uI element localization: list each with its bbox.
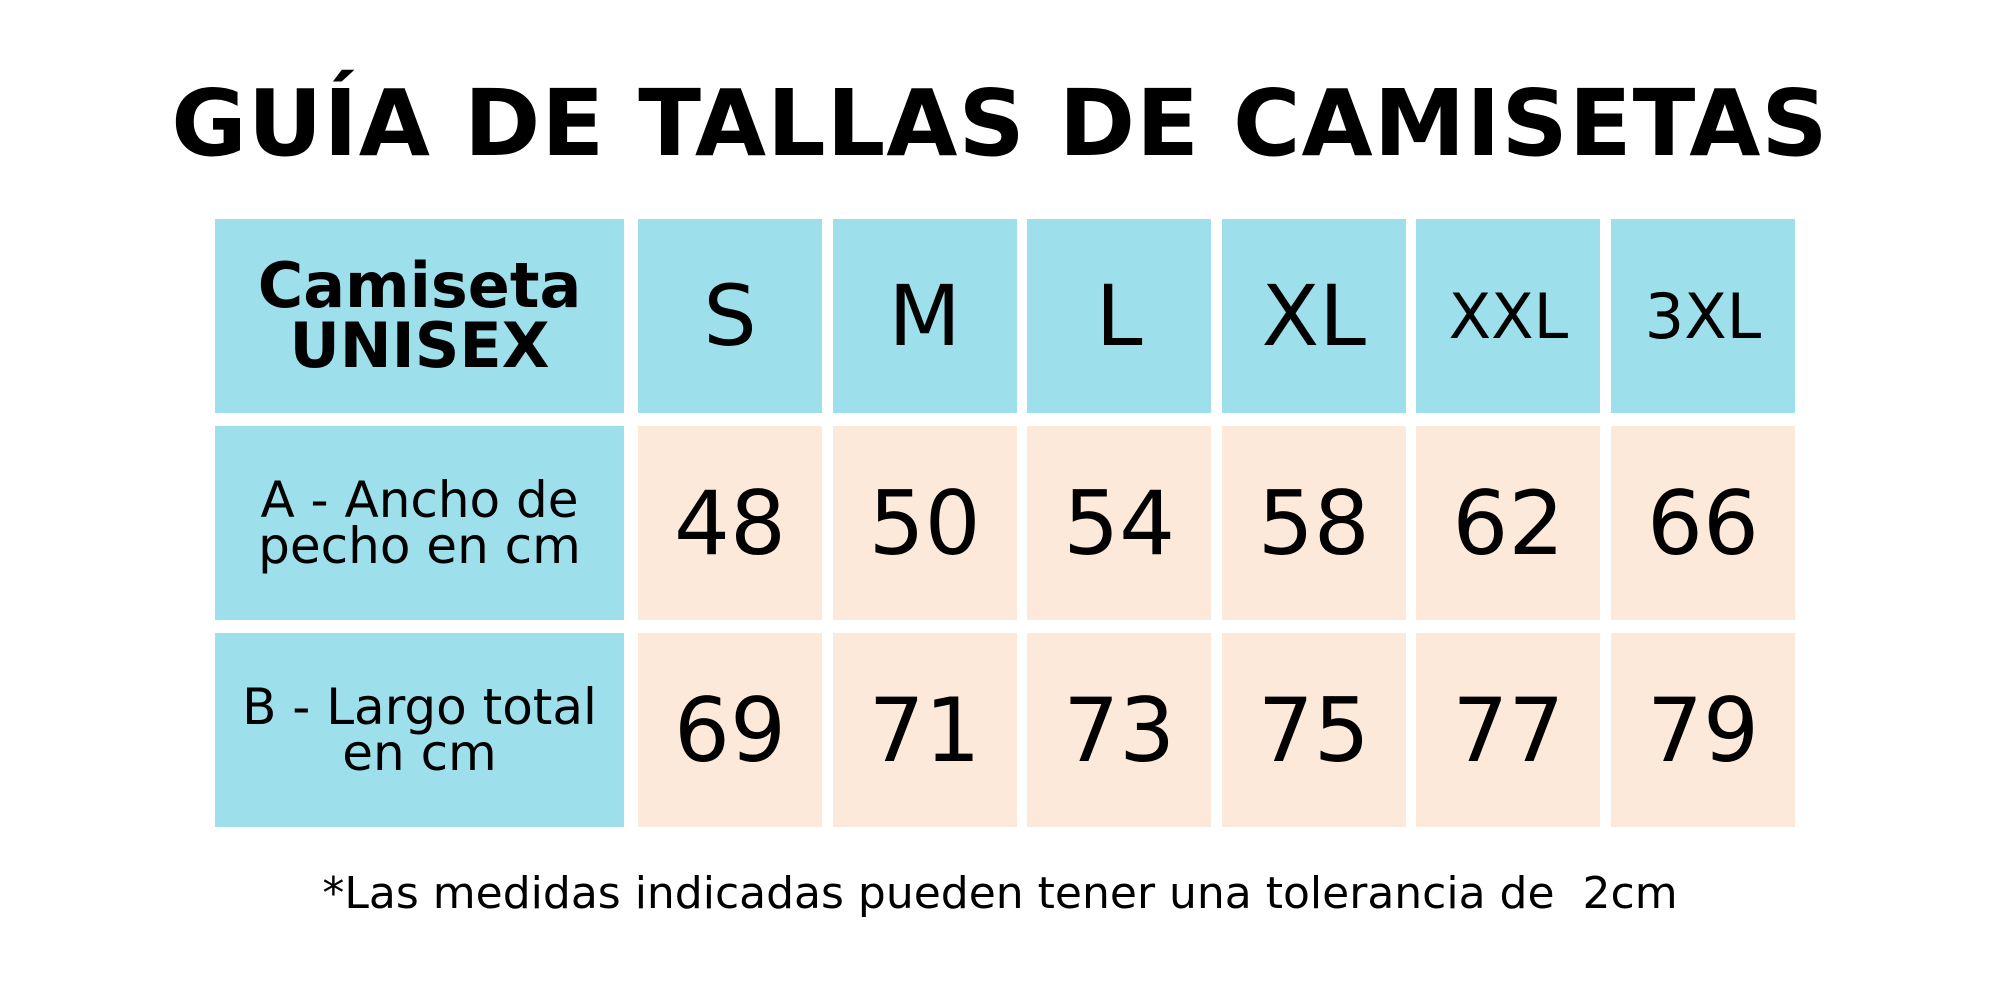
row-label: B - Largo total en cm	[215, 633, 624, 827]
measurement: 66	[1611, 426, 1795, 620]
measurement: 73	[1027, 633, 1212, 827]
measurement: 75	[1221, 633, 1406, 827]
size-header: XL	[1221, 219, 1406, 413]
measurement: 58	[1221, 426, 1406, 620]
measurement: 54	[1027, 426, 1212, 620]
row-label: A - Ancho de pecho en cm	[215, 426, 624, 620]
measurement: 69	[638, 633, 822, 827]
title: GUÍA DE TALLAS DE CAMISETAS	[171, 70, 1829, 177]
footnote: *Las medidas indicadas pueden tener una …	[322, 868, 1678, 919]
measurement: 62	[1416, 426, 1601, 620]
measurement: 71	[832, 633, 1017, 827]
size-header: S	[638, 219, 822, 413]
size-header: L	[1027, 219, 1212, 413]
size-header: XXL	[1416, 219, 1601, 413]
measurement: 50	[832, 426, 1017, 620]
size-header: M	[832, 219, 1017, 413]
measurement: 77	[1416, 633, 1601, 827]
header-label: Camiseta UNISEX	[215, 219, 624, 413]
size-header: 3XL	[1611, 219, 1795, 413]
measurement: 79	[1611, 633, 1795, 827]
measurement: 48	[638, 426, 822, 620]
